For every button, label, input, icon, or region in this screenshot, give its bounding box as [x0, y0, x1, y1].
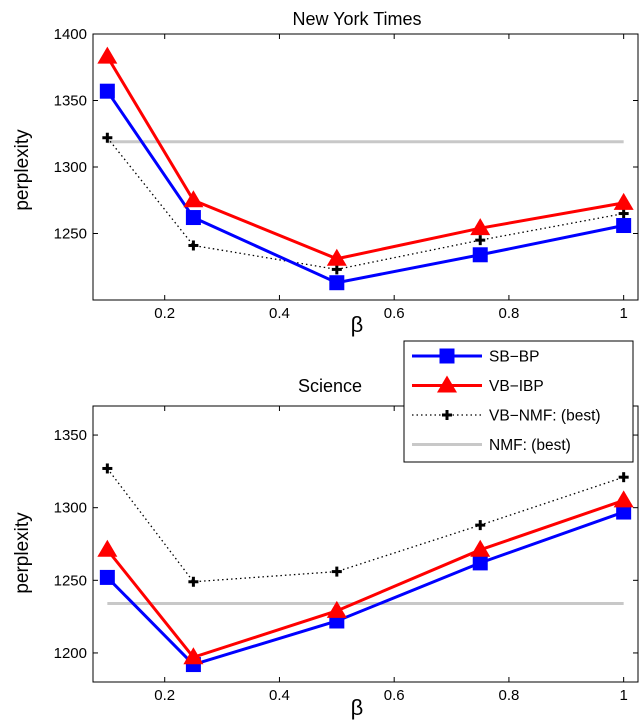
- y-tick-label: 1350: [54, 93, 87, 110]
- data-point: [472, 555, 488, 571]
- x-tick-label: 1: [619, 305, 627, 322]
- data-point: [616, 504, 632, 520]
- legend-marker: [439, 348, 455, 364]
- legend-label: VB−NMF: (best): [489, 408, 601, 425]
- legend-entry: NMF: (best): [412, 437, 571, 454]
- y-tick-label: 1250: [54, 226, 87, 243]
- y-tick-label: 1200: [54, 645, 87, 662]
- x-axis-label: β: [351, 695, 364, 720]
- legend-items: SB−BP VB−IBP VB−NMF: (best) NMF: (best): [412, 348, 601, 454]
- data-point: [99, 569, 115, 585]
- legend-label: NMF: (best): [489, 437, 571, 454]
- data-point: [475, 520, 486, 531]
- plot-frame: [92, 33, 639, 301]
- legend-marker: [437, 375, 457, 393]
- y-tick-label: 1400: [54, 26, 87, 43]
- x-tick-label: 1: [619, 687, 627, 704]
- data-point: [183, 190, 204, 208]
- y-axis-label: perplexity: [12, 512, 33, 594]
- series-line: [106, 137, 624, 271]
- x-tick-label: 0.6: [384, 687, 405, 704]
- y-axis-label: perplexity: [12, 129, 33, 211]
- data-point: [475, 235, 486, 246]
- data-point: [188, 240, 199, 251]
- data-point: [613, 192, 634, 210]
- x-tick-label: 0.2: [154, 687, 175, 704]
- data-point: [616, 218, 632, 234]
- data-point: [326, 248, 347, 266]
- y-tick-label: 1250: [54, 572, 87, 589]
- data-point: [618, 472, 629, 483]
- legend-entry: SB−BP: [412, 348, 539, 366]
- legend-entry: VB−IBP: [412, 375, 544, 395]
- data-point: [326, 600, 347, 618]
- chart-new-york-times: New York Times perplexity β 0.2 0.4 0.6 0.8…: [12, 9, 639, 337]
- axis-ticks: 0.2 0.4 0.6 0.8 1 1200 1250 1300 1350: [54, 406, 638, 704]
- x-tick-label: 0.6: [384, 305, 405, 322]
- data-point: [97, 539, 118, 557]
- series-layer: [97, 463, 634, 673]
- data-point: [329, 275, 345, 291]
- y-tick-label: 1300: [54, 500, 87, 517]
- y-tick-label: 1350: [54, 427, 87, 444]
- plot-frame: [92, 405, 639, 683]
- x-tick-label: 0.8: [498, 687, 519, 704]
- x-tick-label: 0.2: [154, 305, 175, 322]
- series-vb-ibp: [97, 490, 634, 665]
- x-axis-label: β: [351, 312, 364, 337]
- legend-label: SB−BP: [489, 349, 539, 366]
- data-point: [97, 46, 118, 64]
- chart-title: New York Times: [292, 9, 421, 29]
- data-point: [618, 208, 629, 219]
- data-point: [183, 647, 204, 665]
- legend: SB−BP VB−IBP VB−NMF: (best) NMF: (best): [403, 340, 634, 463]
- x-tick-label: 0.4: [269, 687, 290, 704]
- data-point: [188, 576, 199, 587]
- data-point: [185, 210, 201, 226]
- y-tick-label: 1300: [54, 159, 87, 176]
- legend-entry: VB−NMF: (best): [412, 408, 601, 425]
- chart-science: Science perplexity β 0.2 0.4 0.6 0.8 1 1200 12…: [12, 376, 639, 720]
- series-layer: [97, 46, 634, 291]
- data-point: [470, 218, 491, 236]
- legend-marker: [442, 410, 452, 420]
- x-tick-label: 0.8: [498, 305, 519, 322]
- data-point: [613, 490, 634, 508]
- data-point: [99, 83, 115, 99]
- data-point: [470, 539, 491, 557]
- data-point: [102, 463, 113, 474]
- series-vb-nmf-best: [102, 463, 629, 587]
- chart-title: Science: [298, 376, 362, 396]
- axis-ticks: 0.2 0.4 0.6 0.8 1 1250 1300 1350 1400: [54, 26, 638, 322]
- series-vb-nmf-best: [102, 132, 629, 275]
- series-sb-bp: [99, 83, 632, 291]
- x-tick-label: 0.4: [269, 305, 290, 322]
- legend-label: VB−IBP: [489, 378, 544, 395]
- data-point: [102, 132, 113, 143]
- series-line: [106, 468, 624, 583]
- data-point: [472, 247, 488, 263]
- data-point: [331, 566, 342, 577]
- series-vb-ibp: [97, 46, 634, 266]
- data-point: [331, 264, 342, 275]
